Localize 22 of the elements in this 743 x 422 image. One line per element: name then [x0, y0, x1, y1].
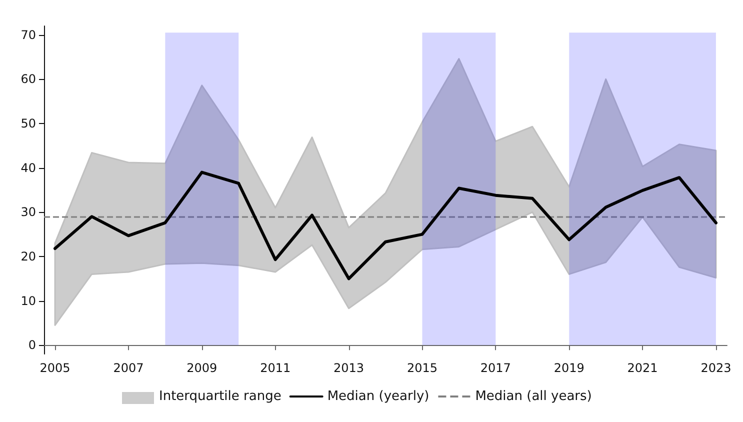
x-tick-label: 2019: [554, 361, 584, 375]
x-tick-label: 2023: [700, 361, 732, 375]
y-tick-label: 10: [20, 294, 36, 308]
x-tick-label: 2005: [40, 361, 70, 375]
y-tick-label: 40: [20, 160, 36, 175]
line-series: [54, 170, 718, 280]
y-tick-label: 30: [20, 205, 36, 220]
text: Interquartile range: [159, 389, 282, 404]
x-tick-label: 2015: [406, 361, 438, 375]
y-tick-label: 50: [20, 116, 36, 131]
legend-label: Median (yearly): [327, 389, 430, 404]
x-tick-label: 2011: [260, 361, 291, 375]
legend-label: Median (all years): [475, 389, 592, 404]
x-tick-label: 2009: [186, 361, 218, 375]
x-tick-label: 2007: [113, 361, 144, 375]
x-tick-label: 2021: [627, 361, 658, 375]
x-tick-label: 2017: [480, 361, 511, 375]
y-tick-label: 60: [20, 72, 36, 86]
y-tick-label: 20: [20, 249, 36, 264]
x-tick-label: 2013: [334, 361, 364, 375]
y-tick-label: 0: [28, 338, 36, 352]
y-tick-label: 70: [20, 28, 36, 42]
